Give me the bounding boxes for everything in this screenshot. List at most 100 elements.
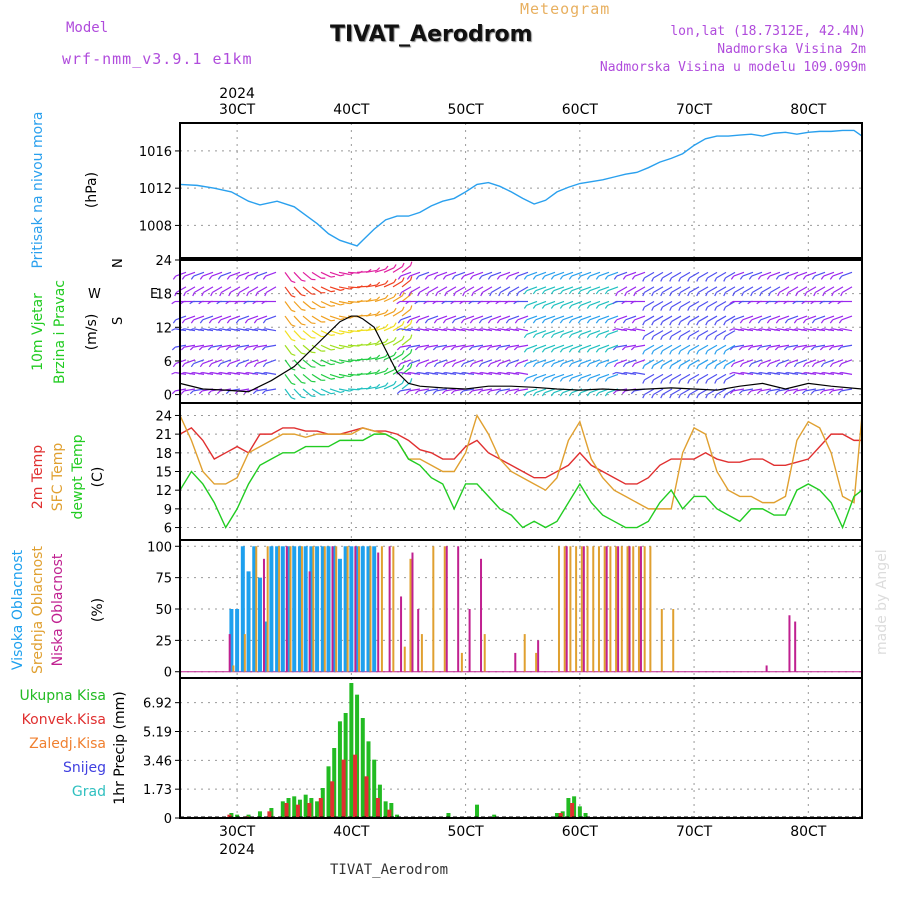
wind-barb-flag [819,328,824,331]
wind-barb-flag [541,290,546,295]
wind-barb [580,315,592,321]
wind-barb [508,359,520,365]
wind-barb-flag [586,304,591,309]
wind-barb-flag [468,371,473,375]
wind-barb-flag [423,390,428,395]
wind-barb-flag [477,346,482,351]
wind-barb [400,371,412,375]
wind-barb-flag [444,292,448,297]
wind-barb [760,344,772,348]
wind-barb [725,373,736,381]
wind-barb-flag [622,319,627,324]
wind-barb [553,373,565,379]
wind-barb [571,330,583,335]
wind-barb [644,373,655,381]
wind-barb-flag [756,346,761,351]
wind-barb-flag [840,292,844,297]
wind-barb [769,271,781,277]
cloud-bar [228,634,231,672]
cloud-bar [343,546,348,672]
cloud-bar [275,546,280,672]
ylabel-pressure: Pritisak na nivou mora [30,111,46,268]
wind-barb [401,337,411,346]
wind-barb [644,286,655,293]
wind-barb [662,344,673,352]
wind-barb [445,371,457,375]
wind-barb-flag [612,371,617,375]
wind-barb-flag [559,363,564,368]
wind-barb-flag [385,294,389,299]
wind-barb [535,344,547,350]
wind-barb [733,371,745,375]
cloud-bar [366,546,371,672]
wind-barb-flag [441,346,446,351]
wind-barb [229,271,241,277]
wind-barb-flag [171,371,176,375]
wind-barb [760,371,772,375]
wind-barb-flag [397,319,402,324]
wind-barb-flag [172,275,177,280]
wind-barb-flag [642,335,646,341]
wind-barb-flag [468,328,473,331]
wind-barb-flag [795,292,799,297]
wind-barb-flag [532,319,537,324]
wind-barb-flag [756,371,761,375]
wind-barb-flag [523,348,528,353]
wind-barb [400,315,412,321]
wind-barb-flag [705,335,709,341]
wind-barb-flag [523,377,528,382]
wind-barb-flag [183,292,187,297]
wind-barb [671,286,682,293]
wind-barb [202,359,214,365]
cloud-bar [468,609,471,672]
wind-barb-flag [669,277,673,282]
wind-barb [769,371,781,375]
wind-barb-flag [340,274,345,277]
precip-bar [303,794,308,818]
cloud-bar [417,609,420,672]
wind-barb [634,359,646,365]
wind-barb-flag [801,371,806,375]
wind-barb [716,300,727,308]
wind-barb-flag [478,363,483,368]
wind-barb-flag [486,390,491,395]
wind-barb-flag [651,321,655,326]
wind-barb-flag [433,363,438,368]
cloud-bar [400,596,403,672]
wind-barb-flag [775,275,780,280]
wind-barb-flag [568,319,573,324]
wind-barb-flag [410,348,413,354]
wind-barb [662,388,673,395]
wind-barb [409,344,421,348]
wind-barb [787,359,799,365]
wind-barb [293,373,302,383]
wind-barb-flag [487,363,492,368]
ylabel-high-cloud: Visoka Oblacnost [10,549,26,670]
wind-barb [490,388,502,392]
wind-barb-flag [738,301,743,305]
wind-barb [517,344,529,348]
wind-barb-flag [450,371,455,375]
wind-barb-flag [810,371,815,375]
wind-barb [401,286,412,293]
cloud-bar [292,546,297,672]
wind-barb-flag [208,275,213,280]
wind-barb [698,271,709,279]
wind-barb [526,373,538,379]
wind-barb [265,371,277,375]
wind-barb-flag [207,301,212,305]
elevation-label: Nadmorska Visina 2m [717,42,866,57]
wind-barb-flag [687,379,691,384]
wind-barb [689,300,700,308]
wind-barb [265,344,277,348]
wind-barb [400,388,412,392]
wind-barb-flag [234,301,239,305]
wind-barb [760,315,772,321]
wind-barb [769,328,781,332]
wind-barb-flag [577,377,582,382]
wind-barb-flag [669,394,673,399]
wind-barb-flag [514,275,519,280]
wind-barb-flag [393,351,397,356]
wind-barb-flag [765,371,770,375]
wind-barb [463,328,475,332]
